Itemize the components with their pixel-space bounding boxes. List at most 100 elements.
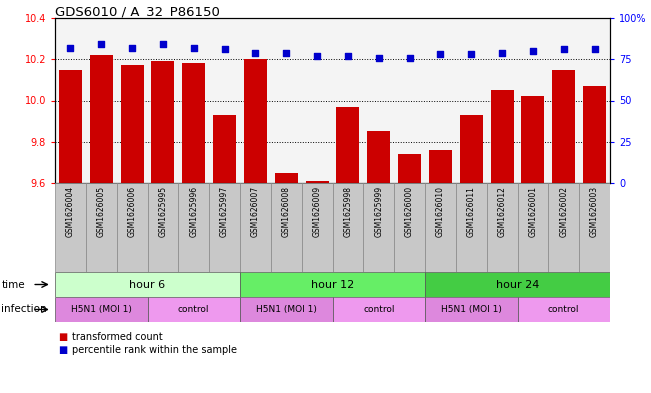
Bar [240,183,271,272]
Bar [305,181,329,183]
Bar [398,154,421,183]
Bar [117,18,148,183]
Bar [518,297,610,322]
Bar [425,18,456,183]
Point [342,53,353,59]
Bar [337,107,359,183]
Text: GSM1625999: GSM1625999 [374,185,383,237]
Bar [425,272,610,297]
Bar [271,18,301,183]
Text: GSM1625998: GSM1625998 [344,185,352,237]
Bar [490,90,514,183]
Text: GSM1626005: GSM1626005 [97,185,105,237]
Bar [425,297,518,322]
Text: control: control [363,305,395,314]
Bar [213,115,236,183]
Text: hour 6: hour 6 [130,279,165,290]
Text: transformed count: transformed count [72,332,163,342]
Text: GSM1626012: GSM1626012 [497,185,506,237]
Point [374,55,384,61]
Text: H5N1 (MOI 1): H5N1 (MOI 1) [256,305,316,314]
Point [189,44,199,51]
Text: GSM1626009: GSM1626009 [312,185,322,237]
Bar [333,183,363,272]
Point [589,46,600,53]
Bar [333,18,363,183]
Bar [240,272,425,297]
Bar [460,115,483,183]
Bar [148,183,178,272]
Bar [55,297,148,322]
Bar [244,59,267,183]
Text: infection: infection [1,305,47,314]
Bar [521,96,544,183]
Bar [240,297,333,322]
Bar [86,18,117,183]
Point [158,41,168,48]
Bar [148,297,240,322]
Bar [579,18,610,183]
Text: ■: ■ [58,332,67,342]
Text: control: control [548,305,579,314]
Text: H5N1 (MOI 1): H5N1 (MOI 1) [441,305,502,314]
Text: GSM1625996: GSM1625996 [189,185,199,237]
Text: GSM1625995: GSM1625995 [158,185,167,237]
Text: control: control [178,305,210,314]
Text: GSM1626007: GSM1626007 [251,185,260,237]
Point [96,41,107,48]
Text: GSM1626000: GSM1626000 [405,185,414,237]
Text: GSM1625997: GSM1625997 [220,185,229,237]
Bar [552,70,575,183]
Bar [548,18,579,183]
Bar [548,183,579,272]
Bar [90,55,113,183]
Bar [394,183,425,272]
Bar [59,70,82,183]
Bar [579,183,610,272]
Text: GDS6010 / A_32_P86150: GDS6010 / A_32_P86150 [55,5,220,18]
Bar [429,150,452,183]
Text: hour 12: hour 12 [311,279,354,290]
Text: time: time [1,279,25,290]
Bar [182,63,205,183]
Bar [487,18,518,183]
Text: GSM1626001: GSM1626001 [529,185,538,237]
Text: H5N1 (MOI 1): H5N1 (MOI 1) [71,305,132,314]
Bar [178,18,209,183]
Bar [55,272,240,297]
Bar [394,18,425,183]
Point [466,51,477,57]
Bar [240,18,271,183]
Point [250,50,260,56]
Point [528,48,538,54]
Bar [363,183,394,272]
Text: GSM1626004: GSM1626004 [66,185,75,237]
Bar [518,18,548,183]
Point [281,50,292,56]
Bar [117,183,148,272]
Bar [518,183,548,272]
Bar [55,18,86,183]
Point [219,46,230,53]
Point [127,44,137,51]
Bar [209,18,240,183]
Bar [271,183,301,272]
Bar [583,86,606,183]
Bar [333,297,425,322]
Text: ■: ■ [58,345,67,355]
Bar [301,183,333,272]
Bar [363,18,394,183]
Text: GSM1626008: GSM1626008 [282,185,291,237]
Bar [120,66,144,183]
Bar [275,173,298,183]
Bar [456,18,487,183]
Text: GSM1626002: GSM1626002 [559,185,568,237]
Bar [151,61,174,183]
Point [497,50,507,56]
Point [436,51,446,57]
Bar [178,183,209,272]
Bar [209,183,240,272]
Bar [55,183,86,272]
Bar [86,183,117,272]
Bar [487,183,518,272]
